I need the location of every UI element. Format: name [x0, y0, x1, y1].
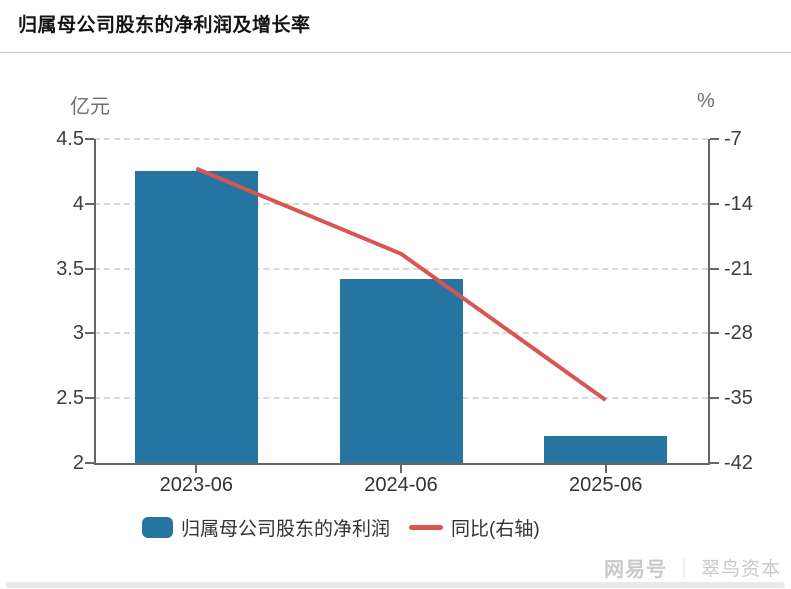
- y-axis-tick-label: -42: [724, 452, 753, 474]
- title-divider: [0, 52, 791, 53]
- y-axis-tick: [710, 397, 719, 400]
- bar: [134, 171, 258, 463]
- yoy-line: [195, 166, 607, 402]
- y-axis-tick-label: -28: [724, 322, 753, 345]
- netease-logo: 网易号: [603, 559, 667, 581]
- watermark-divider: ｜: [674, 558, 693, 579]
- y-axis-tick: [85, 397, 94, 400]
- x-axis-tick: [400, 465, 402, 473]
- y-axis-tick-label: -35: [724, 387, 753, 410]
- y-axis-line-right: [708, 139, 710, 463]
- y-axis-tick: [85, 267, 94, 270]
- gridline: [94, 267, 708, 270]
- x-axis-category-label: 2023-06: [159, 474, 234, 496]
- bar-swatch-icon: [142, 517, 173, 538]
- x-axis-tick: [195, 465, 198, 473]
- chart-legend: 归属母公司股东的净利润 同比(右轴): [142, 514, 540, 541]
- yoy-line-series: [195, 166, 607, 402]
- line-swatch-icon: [409, 525, 444, 530]
- x-axis-category-label: 2024-06: [364, 474, 438, 496]
- gridline: [94, 138, 708, 140]
- bar: [544, 435, 668, 463]
- y-axis-tick-label: 2: [72, 452, 84, 474]
- legend-label: 归属母公司股东的净利润: [181, 519, 391, 540]
- y-axis-tick-label: -7: [724, 128, 742, 150]
- bar: [339, 278, 463, 463]
- y-axis-tick: [710, 138, 719, 140]
- legend-item-yoy: 同比(右轴): [409, 514, 540, 541]
- y-axis-tick-label: 4.5: [56, 128, 84, 150]
- y-axis-tick: [710, 202, 719, 205]
- y-axis-tick: [710, 462, 719, 464]
- left-axis-unit-label: 亿元: [70, 96, 110, 118]
- watermark-account: 翠鸟资本: [700, 559, 781, 580]
- y-axis-tick-label: 2.5: [56, 387, 84, 410]
- y-axis-tick: [85, 138, 94, 140]
- right-axis-unit-label: %: [697, 90, 715, 112]
- y-axis-tick: [85, 202, 94, 205]
- page-title: 归属母公司股东的净利润及增长率: [18, 15, 311, 36]
- y-axis-tick-label: 4: [72, 192, 84, 215]
- y-axis-tick-label: -14: [724, 192, 753, 215]
- legend-item-net-profit: 归属母公司股东的净利润: [142, 514, 390, 541]
- x-axis-line: [94, 463, 710, 465]
- watermark: 网易号 ｜ 翠鸟资本: [604, 553, 781, 582]
- x-axis-tick: [604, 465, 607, 473]
- y-axis-tick: [85, 332, 94, 335]
- y-axis-tick: [85, 462, 94, 464]
- x-axis-category-label: 2025-06: [568, 474, 643, 496]
- y-axis-tick-label: 3.5: [56, 257, 84, 280]
- gridline: [94, 202, 708, 205]
- y-axis-tick-label: -21: [724, 257, 753, 280]
- legend-label: 同比(右轴): [451, 519, 540, 540]
- scrollbar-track[interactable]: [6, 582, 785, 588]
- y-axis-line-left: [94, 139, 96, 463]
- y-axis-tick-label: 3: [72, 322, 84, 345]
- y-axis-tick: [710, 267, 719, 270]
- y-axis-tick: [710, 332, 719, 335]
